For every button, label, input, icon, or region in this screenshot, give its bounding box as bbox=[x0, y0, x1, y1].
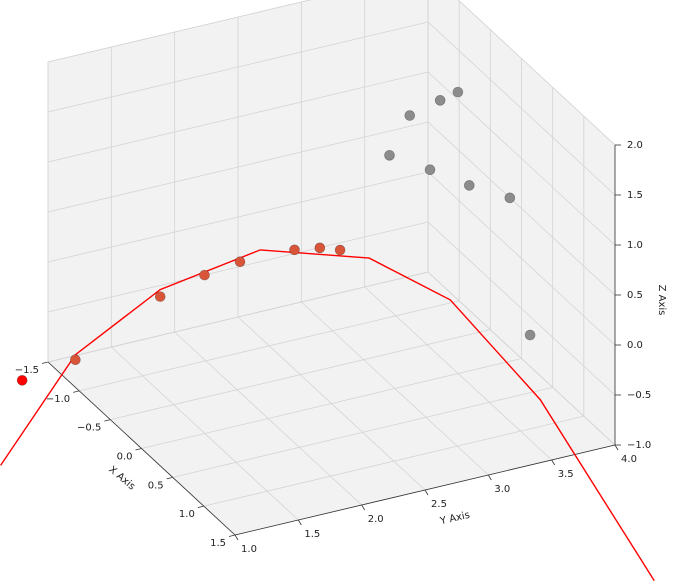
x-tick-label: −0.5 bbox=[77, 423, 101, 434]
x-tick-label: 1.5 bbox=[210, 538, 226, 549]
point bbox=[384, 150, 395, 161]
point bbox=[334, 244, 346, 256]
y-axis-line bbox=[234, 444, 616, 536]
x-tick-label: 0.5 bbox=[148, 480, 164, 491]
grid-line bbox=[457, 0, 616, 146]
point bbox=[504, 192, 516, 204]
grid-line bbox=[47, 0, 312, 63]
grid bbox=[41, 0, 621, 541]
point bbox=[424, 164, 436, 176]
point bbox=[234, 256, 246, 268]
grid-line bbox=[111, 346, 299, 521]
point bbox=[452, 86, 464, 98]
tick-mark bbox=[487, 474, 492, 481]
grid-line bbox=[427, 171, 616, 346]
x-tick-label: −1.5 bbox=[15, 365, 39, 376]
z-axis-title: Z Axis bbox=[656, 285, 667, 316]
grid-line bbox=[174, 331, 362, 506]
y-tick-label: 2.5 bbox=[431, 499, 447, 510]
grid-line bbox=[237, 316, 426, 491]
grid-line bbox=[427, 71, 616, 246]
marks bbox=[0, 86, 655, 581]
x-axis-title: X Axis bbox=[106, 464, 137, 492]
point bbox=[314, 242, 326, 254]
y-tick-label: 1.5 bbox=[304, 529, 320, 540]
panes bbox=[47, 0, 616, 536]
grid-line bbox=[427, 121, 616, 296]
tick-mark bbox=[551, 459, 556, 466]
grid-line bbox=[47, 171, 429, 263]
tick-mark bbox=[104, 419, 111, 422]
point bbox=[404, 110, 416, 121]
point bbox=[70, 354, 81, 366]
tick-mark bbox=[361, 504, 366, 511]
z-tick-label: 1.0 bbox=[627, 240, 643, 251]
z-tick-label: 0.0 bbox=[627, 340, 643, 351]
tick-mark bbox=[41, 361, 49, 364]
grid-line bbox=[427, 221, 616, 396]
z-tick-label: −1.0 bbox=[627, 440, 651, 451]
tick-mark bbox=[234, 534, 239, 541]
point bbox=[16, 375, 28, 386]
grid-line bbox=[427, 21, 616, 196]
grid-line bbox=[47, 71, 429, 163]
grid-line bbox=[47, 121, 429, 213]
grid-line bbox=[47, 21, 429, 113]
point bbox=[154, 291, 166, 302]
point bbox=[434, 95, 446, 106]
tick-mark bbox=[424, 489, 429, 496]
grid-line bbox=[364, 286, 552, 461]
x-tick-label: 0.0 bbox=[117, 452, 133, 463]
z-tick-label: 2.0 bbox=[627, 140, 643, 151]
y-axis-title: Y Axis bbox=[438, 510, 471, 528]
point bbox=[524, 329, 536, 341]
tick-mark bbox=[228, 534, 236, 537]
y-tick-label: 3.5 bbox=[558, 469, 574, 480]
tick-mark bbox=[614, 444, 619, 451]
grid-line bbox=[301, 301, 489, 476]
trajectory bbox=[0, 249, 655, 581]
tick-mark bbox=[73, 390, 80, 393]
point bbox=[289, 244, 300, 256]
grid-line bbox=[427, 271, 616, 446]
tick-mark bbox=[166, 476, 173, 480]
tick-mark bbox=[135, 448, 142, 451]
grid-line bbox=[47, 221, 429, 313]
y-tick-label: 1.0 bbox=[241, 544, 257, 555]
tick-mark bbox=[197, 505, 204, 509]
x-tick-label: −1.0 bbox=[46, 394, 70, 405]
tick-mark bbox=[297, 519, 302, 526]
y-tick-label: 2.0 bbox=[368, 514, 384, 525]
z-tick-label: −0.5 bbox=[627, 390, 651, 401]
z-tick-label: 1.5 bbox=[627, 190, 643, 201]
x-axis-line bbox=[47, 361, 236, 536]
x-tick-label: 1.0 bbox=[179, 509, 195, 520]
y-tick-label: 3.0 bbox=[494, 484, 510, 495]
point bbox=[199, 269, 210, 281]
grid-line bbox=[47, 271, 429, 363]
point bbox=[463, 180, 475, 191]
z-tick-label: 0.5 bbox=[627, 290, 643, 301]
y-tick-label: 4.0 bbox=[621, 454, 637, 465]
